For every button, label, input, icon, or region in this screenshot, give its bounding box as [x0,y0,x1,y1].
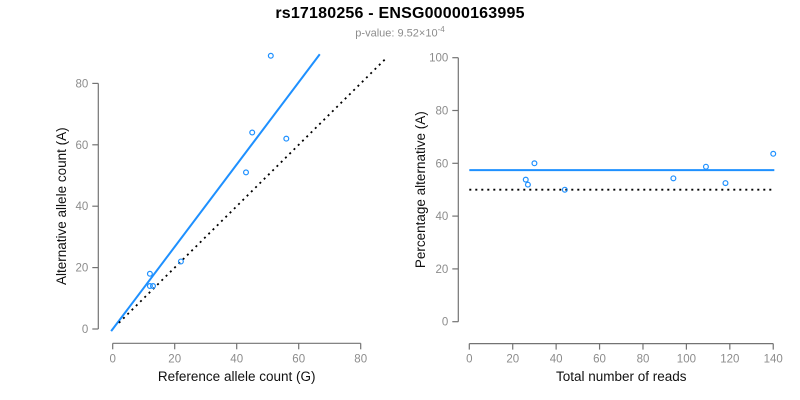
y-tick-label: 20 [76,263,89,275]
y-tick-label: 0 [442,317,448,329]
data-point [243,169,250,176]
pvalue-exponent: -4 [437,25,445,34]
x-tick-label: 60 [292,353,305,365]
y-tick-label: 0 [82,324,88,336]
data-point [150,283,157,290]
data-point [177,258,184,265]
y-tick-label: 40 [76,201,89,213]
data-point [283,135,290,142]
y-tick-label: 60 [436,158,449,170]
page-title: rs17180256 - ENSG00000163995 [275,5,525,22]
data-point [561,186,568,193]
x-tick-label: 100 [677,354,696,366]
data-point [522,176,529,183]
x-tick-label: 40 [230,353,243,365]
data-point [249,129,256,136]
identity-line [118,58,387,324]
data-point [702,163,709,170]
y-tick-label: 60 [76,140,89,152]
data-point [267,52,274,59]
data-point [531,160,538,167]
data-point [146,270,153,277]
y-axis-title: Percentage alternative (A) [413,111,428,268]
x-tick-label: 40 [550,354,563,366]
data-point [770,150,777,157]
y-tick-label: 80 [76,78,89,90]
y-tick-label: 40 [436,211,449,223]
x-tick-label: 0 [466,354,472,366]
y-axis-title: Alternative allele count (A) [54,127,69,285]
pvalue-subtitle: p-value: 9.52×10-4 [0,25,800,40]
data-point [146,283,153,290]
x-tick-label: 80 [354,353,367,365]
pvalue-text: p-value: 9.52×10 [355,27,438,40]
x-axis-title: Total number of reads [556,369,687,384]
x-tick-label: 0 [109,353,115,365]
data-point [670,175,677,182]
x-tick-label: 60 [593,354,606,366]
x-tick-label: 20 [506,354,519,366]
x-tick-label: 140 [764,354,783,366]
x-tick-label: 80 [637,354,650,366]
y-tick-label: 20 [436,264,449,276]
regression-line [110,53,321,332]
data-point [524,181,531,188]
x-tick-label: 20 [168,353,181,365]
y-tick-label: 100 [429,53,448,65]
allele-count-scatter: 0 20 40 60 80 0 20 40 60 80 Reference allele count… [54,52,387,384]
x-tick-label: 120 [720,354,739,366]
x-axis-title: Reference allele count (G) [158,369,316,384]
y-tick-label: 80 [436,106,449,118]
percentage-scatter: 0 20 40 60 80 100 0 20 40 60 80 100 120 140 Total numb… [413,53,783,384]
data-point [722,180,729,187]
